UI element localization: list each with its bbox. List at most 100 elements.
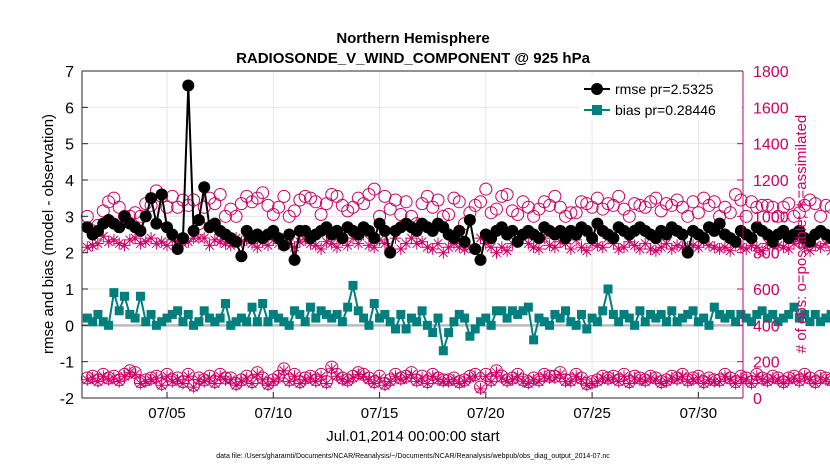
bias-point bbox=[449, 317, 459, 327]
rmse-point bbox=[532, 232, 545, 245]
rmse-point bbox=[192, 213, 205, 226]
rmse-point bbox=[384, 246, 397, 259]
obs-assimilated-marker bbox=[718, 241, 731, 254]
obs-possible-marker bbox=[511, 208, 525, 222]
obs-assimilated-marker bbox=[384, 375, 397, 388]
bias-point bbox=[534, 313, 544, 323]
obs-assimilated-marker bbox=[177, 377, 189, 390]
bias-point bbox=[561, 306, 571, 316]
obs-assimilated-marker bbox=[107, 233, 120, 246]
obs-assimilated-marker bbox=[612, 243, 625, 255]
obs-assimilated-marker bbox=[777, 241, 790, 254]
bias-point bbox=[656, 309, 666, 319]
obs-assimilated-marker bbox=[495, 372, 508, 384]
obs-assimilated-marker bbox=[580, 379, 593, 392]
obs-assimilated-marker bbox=[145, 373, 158, 386]
obs-assimilated-marker bbox=[474, 232, 487, 245]
bias-point bbox=[603, 284, 613, 294]
bias-point bbox=[805, 317, 815, 327]
obs-possible-marker bbox=[176, 193, 190, 207]
bias-point bbox=[258, 299, 268, 309]
bias-series-layer bbox=[82, 280, 830, 356]
bias-point bbox=[635, 306, 645, 316]
bias-point bbox=[82, 313, 92, 323]
obs-assimilated-marker bbox=[426, 243, 439, 255]
bias-point bbox=[725, 309, 735, 319]
obs-assimilated-marker bbox=[421, 241, 434, 254]
bias-point bbox=[720, 313, 730, 323]
bias-point bbox=[231, 317, 241, 327]
bias-point bbox=[141, 317, 151, 327]
bias-point bbox=[619, 309, 629, 319]
rmse-point bbox=[681, 246, 694, 259]
obs-assimilated-marker bbox=[410, 375, 423, 388]
obs-assimilated-marker bbox=[437, 246, 450, 259]
bias-point bbox=[396, 309, 406, 319]
obs-assimilated-marker bbox=[687, 239, 700, 252]
obs-possible-marker bbox=[272, 200, 286, 214]
bias-point bbox=[226, 320, 236, 330]
bias-point bbox=[173, 306, 183, 316]
obs-assimilated-marker bbox=[591, 239, 604, 252]
legend: rmse pr=2.5325 bias pr=0.28446 bbox=[579, 76, 742, 120]
bias-point bbox=[826, 309, 830, 319]
obs-assimilated-marker bbox=[352, 368, 365, 381]
bias-point bbox=[284, 320, 294, 330]
obs-assimilated-marker bbox=[102, 235, 115, 248]
obs-assimilated-marker bbox=[432, 373, 444, 386]
bias-point bbox=[486, 320, 496, 330]
obs-assimilated-marker bbox=[804, 373, 816, 386]
bias-point bbox=[109, 288, 119, 298]
obs-possible-marker bbox=[362, 188, 376, 202]
bias-point bbox=[305, 302, 315, 312]
bias-point bbox=[800, 309, 810, 319]
obs-assimilated-marker bbox=[182, 370, 195, 383]
rmse-point bbox=[825, 232, 830, 245]
obs-possible-marker bbox=[516, 195, 530, 209]
rmse-point bbox=[469, 243, 482, 256]
bias-point bbox=[752, 309, 762, 319]
rmse-point bbox=[166, 228, 179, 241]
bias-point bbox=[146, 309, 156, 319]
obs-assimilated-marker bbox=[235, 375, 248, 388]
obs-assimilated-marker bbox=[703, 239, 715, 252]
rmse-point bbox=[697, 232, 710, 245]
obs-assimilated-marker bbox=[596, 241, 609, 254]
obs-possible-marker bbox=[707, 195, 721, 209]
obs-assimilated-marker bbox=[548, 241, 561, 254]
rmse-point bbox=[155, 188, 168, 201]
obs-assimilated-marker bbox=[734, 241, 747, 254]
obs-possible-marker bbox=[229, 209, 243, 223]
obs-assimilated-marker bbox=[681, 375, 694, 388]
obs-assimilated-marker bbox=[394, 373, 407, 386]
bias-point bbox=[210, 317, 220, 327]
obs-possible-marker bbox=[500, 188, 514, 202]
bias-point bbox=[757, 306, 767, 316]
obs-assimilated-marker bbox=[161, 370, 173, 383]
bias-point bbox=[630, 320, 640, 330]
bias-point bbox=[715, 309, 725, 319]
obs-possible-marker bbox=[181, 198, 195, 212]
obs-assimilated-marker bbox=[671, 239, 684, 252]
obs-possible-marker bbox=[489, 202, 503, 216]
obs-possible-marker bbox=[670, 193, 684, 207]
obs-assimilated-marker bbox=[804, 244, 816, 257]
obs-count-layer bbox=[80, 182, 830, 395]
obs-assimilated-marker bbox=[809, 377, 822, 390]
bias-point bbox=[507, 306, 517, 316]
obs-assimilated-marker bbox=[548, 372, 561, 384]
obs-assimilated-marker bbox=[788, 237, 800, 250]
obs-possible-marker bbox=[160, 200, 174, 214]
obs-assimilated-marker bbox=[315, 243, 328, 255]
obs-assimilated-marker bbox=[293, 235, 306, 248]
obs-assimilated-marker bbox=[309, 375, 322, 388]
rmse-point bbox=[283, 228, 296, 241]
bias-point bbox=[497, 306, 507, 316]
obs-assimilated-marker bbox=[538, 370, 551, 383]
obs-assimilated-marker bbox=[745, 377, 758, 390]
obs-possible-marker bbox=[431, 193, 445, 207]
bias-point bbox=[454, 309, 464, 319]
bias-point bbox=[433, 313, 443, 323]
obs-assimilated-marker bbox=[421, 377, 434, 390]
obs-assimilated-marker bbox=[123, 233, 136, 246]
